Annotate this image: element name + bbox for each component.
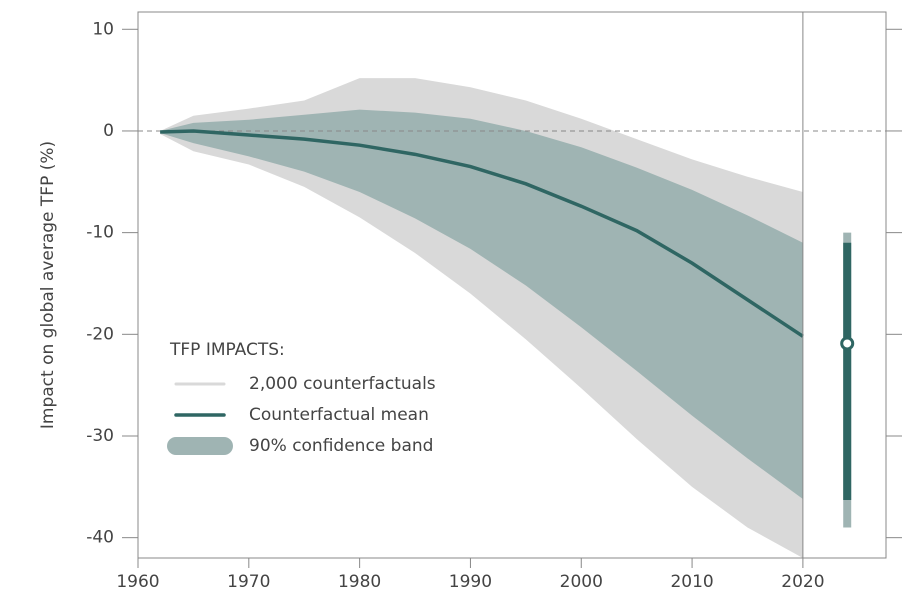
legend-title: TFP IMPACTS: <box>169 340 285 360</box>
y-tick-label: -40 <box>86 528 114 548</box>
mean-line <box>160 129 804 338</box>
x-tick-label: 2000 <box>560 572 603 592</box>
plot-frame <box>137 11 887 559</box>
x-tick-label: 1980 <box>338 572 381 592</box>
y-tick-label: 0 <box>103 121 114 141</box>
confidence-band <box>160 109 803 500</box>
x-tick-label: 2020 <box>781 572 824 592</box>
y-axis-label: Impact on global average TFP (%) <box>38 141 58 429</box>
legend-label: 2,000 counterfactuals <box>249 374 436 394</box>
y-tick-label: -30 <box>86 426 114 446</box>
x-tick-label: 1970 <box>227 572 270 592</box>
y-tick-label: -20 <box>86 324 114 344</box>
legend-label: Counterfactual mean <box>249 405 429 425</box>
legend-label: 90% confidence band <box>249 436 433 456</box>
summary-mean <box>840 336 855 351</box>
x-tick-label: 1960 <box>116 572 159 592</box>
y-tick-label: 10 <box>92 19 114 39</box>
x-tick-label: 2010 <box>670 572 713 592</box>
x-tick-label: 1990 <box>449 572 492 592</box>
y-tick-label: -10 <box>86 223 114 243</box>
